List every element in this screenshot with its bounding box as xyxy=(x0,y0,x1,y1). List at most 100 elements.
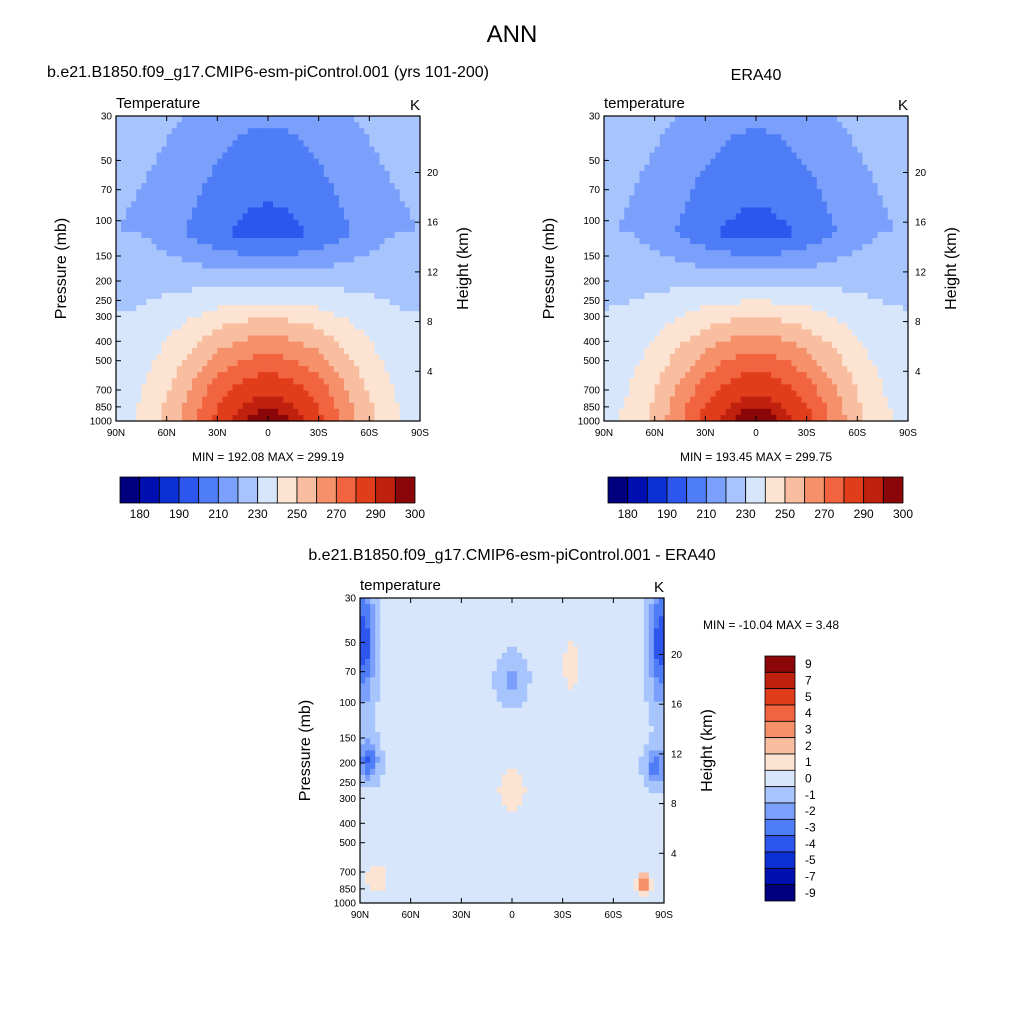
y-tick-label: 250 xyxy=(583,296,600,307)
colorbar: 9 7 5 4 3 2 1 0 -1 -2 -3 -4 -5 -7 -9 xyxy=(764,655,816,902)
y-tick-label: 700 xyxy=(339,867,356,878)
colorbar: 180 190 210 230 250 270 290 300 xyxy=(119,476,425,521)
x-tick-label: 30N xyxy=(452,910,470,921)
colorbar-swatch xyxy=(764,737,796,755)
colorbar-swatch xyxy=(646,476,668,504)
colorbar-label: -3 xyxy=(805,821,816,835)
y-right-tick-label: 20 xyxy=(915,168,927,179)
colorbar-label: 270 xyxy=(814,507,834,521)
y-tick-label: 500 xyxy=(95,356,112,367)
figure-title: ANN xyxy=(487,21,538,48)
colorbar-swatch xyxy=(335,476,357,504)
y-tick-label: 400 xyxy=(583,337,600,348)
colorbar-swatch xyxy=(607,476,629,504)
colorbar-label: 250 xyxy=(287,507,307,521)
colorbar-swatch xyxy=(764,851,796,869)
colorbar-label: 3 xyxy=(805,723,812,737)
colorbar-swatch xyxy=(764,704,796,722)
contour-field xyxy=(116,116,421,422)
colorbar-swatch xyxy=(843,476,865,504)
panel-min-max: MIN = 193.45 MAX = 299.75 xyxy=(680,450,832,464)
colorbar-label: 210 xyxy=(696,507,716,521)
colorbar-swatch xyxy=(627,476,648,504)
colorbar-label: 7 xyxy=(805,674,812,688)
colorbar-swatch xyxy=(178,476,200,504)
colorbar-label: 270 xyxy=(326,507,346,521)
colorbar-label: 290 xyxy=(854,507,874,521)
colorbar-label: 180 xyxy=(130,507,150,521)
colorbar-swatch xyxy=(217,476,239,504)
y-tick-label: 700 xyxy=(95,385,112,396)
y-tick-label: 70 xyxy=(345,667,357,678)
panel-title: ERA40 xyxy=(731,67,782,84)
colorbar-label: 190 xyxy=(657,507,677,521)
y-tick-label: 50 xyxy=(345,638,357,649)
colorbar-swatch xyxy=(764,818,796,837)
x-tick-label: 30N xyxy=(696,428,714,439)
colorbar-swatch xyxy=(764,688,796,706)
colorbar-swatch xyxy=(355,476,377,504)
y-tick-label: 50 xyxy=(589,156,601,167)
y-right-axis-title: Height (km) xyxy=(699,709,716,792)
colorbar-label: 230 xyxy=(248,507,268,521)
colorbar-swatch xyxy=(375,476,396,504)
y-tick-label: 30 xyxy=(101,112,113,123)
y-tick-label: 850 xyxy=(339,884,356,895)
x-tick-label: 30S xyxy=(798,428,816,439)
colorbar-label: 290 xyxy=(366,507,386,521)
colorbar-label: 190 xyxy=(169,507,189,521)
x-tick-label: 60N xyxy=(157,428,175,439)
y-tick-label: 850 xyxy=(583,402,600,413)
x-tick-label: 0 xyxy=(753,428,759,439)
x-tick-label: 30S xyxy=(310,428,328,439)
colorbar: 180 190 210 230 250 270 290 300 xyxy=(607,476,913,521)
contour-field xyxy=(360,598,665,904)
colorbar-swatch xyxy=(666,476,688,504)
colorbar-label: 4 xyxy=(805,706,812,720)
colorbar-swatch xyxy=(705,476,727,504)
panel-left-label: Temperature xyxy=(116,95,200,112)
colorbar-label: 230 xyxy=(736,507,756,521)
y-right-tick-label: 16 xyxy=(915,218,927,229)
y-axis-title: Pressure (mb) xyxy=(53,218,70,319)
y-right-tick-label: 12 xyxy=(427,267,439,278)
y-right-axis-title: Height (km) xyxy=(943,227,960,310)
colorbar-swatch xyxy=(882,476,904,504)
colorbar-swatch xyxy=(725,476,747,504)
colorbar-label: 9 xyxy=(805,657,812,671)
y-tick-label: 700 xyxy=(583,385,600,396)
chart-panel-2: ERA40 temperature K 90N 60N 30N 0 30S 60S 90S 30 50… xyxy=(541,67,960,521)
colorbar-swatch xyxy=(764,769,796,788)
y-tick-label: 100 xyxy=(95,216,112,227)
colorbar-swatch xyxy=(764,835,796,853)
y-right-tick-label: 12 xyxy=(671,749,683,760)
y-tick-label: 1000 xyxy=(578,417,601,428)
colorbar-swatch xyxy=(764,753,796,771)
colorbar-swatch xyxy=(764,671,796,690)
y-right-axis-title: Height (km) xyxy=(455,227,472,310)
panel-left-label: temperature xyxy=(604,95,685,112)
colorbar-label: 0 xyxy=(805,772,812,786)
y-right-tick-label: 12 xyxy=(915,267,927,278)
colorbar-swatch xyxy=(257,476,278,504)
y-tick-label: 200 xyxy=(95,277,112,288)
y-tick-label: 500 xyxy=(583,356,600,367)
y-right-tick-label: 4 xyxy=(915,367,921,378)
colorbar-label: 300 xyxy=(893,507,913,521)
colorbar-swatch xyxy=(686,476,707,504)
y-tick-label: 150 xyxy=(339,733,356,744)
colorbar-swatch xyxy=(764,802,796,820)
y-tick-label: 850 xyxy=(95,402,112,413)
colorbar-swatch xyxy=(764,786,796,804)
y-axis-title: Pressure (mb) xyxy=(541,218,558,319)
x-tick-label: 90N xyxy=(595,428,613,439)
y-tick-label: 100 xyxy=(583,216,600,227)
y-tick-label: 500 xyxy=(339,838,356,849)
colorbar-label: 2 xyxy=(805,739,812,753)
x-tick-label: 90S xyxy=(899,428,917,439)
y-tick-label: 100 xyxy=(339,698,356,709)
x-tick-label: 60S xyxy=(848,428,866,439)
x-tick-label: 30N xyxy=(208,428,226,439)
colorbar-label: -2 xyxy=(805,804,816,818)
colorbar-swatch xyxy=(764,476,786,504)
